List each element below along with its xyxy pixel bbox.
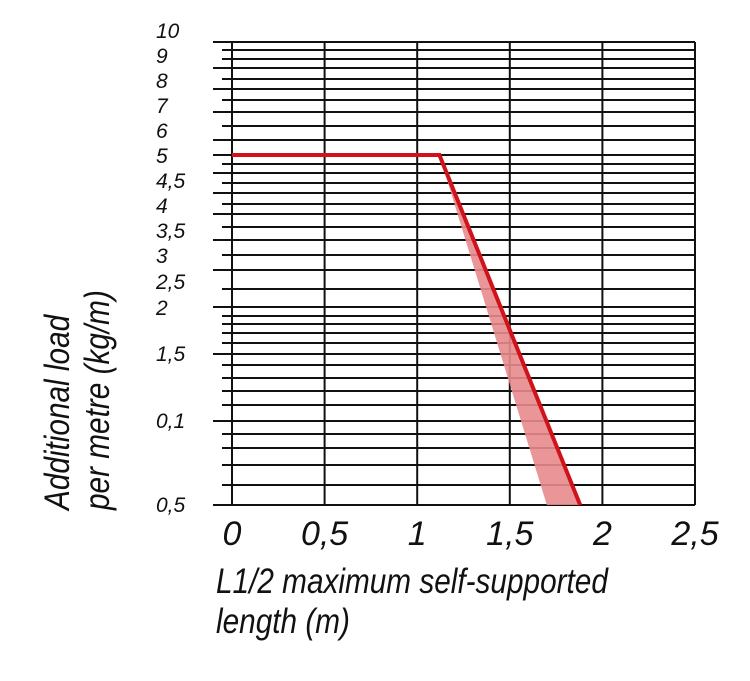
y-tick-label: 7 <box>156 95 169 118</box>
y-tick-label: 1,5 <box>156 343 186 366</box>
x-tick-label: 1 <box>408 515 427 553</box>
x-axis-label-line-1: L1/2 maximum self-supported <box>216 562 608 601</box>
y-tick-label: 2,5 <box>155 271 186 294</box>
series-line-max-load <box>232 153 583 506</box>
x-axis-label-line-2: length (m) <box>216 602 350 641</box>
y-tick-label: 3,5 <box>156 220 186 243</box>
y-axis-label-line-2: per metre (kg/m) <box>78 290 117 510</box>
y-tick-label: 6 <box>156 120 168 143</box>
x-axis-label: L1/2 maximum self-supported length (m) <box>216 562 608 642</box>
y-axis-label-line-1: Additional load <box>38 314 77 510</box>
y-tick-label: 5 <box>156 145 168 168</box>
x-tick-label: 2 <box>592 515 612 553</box>
y-tick-label: 2 <box>155 297 168 320</box>
y-axis-label: Additional load per metre (kg/m) <box>38 290 118 510</box>
y-tick-label: 9 <box>156 45 168 68</box>
x-tick-label: 0,5 <box>301 515 348 553</box>
x-tick-label: 1,5 <box>486 515 533 553</box>
y-tick-label: 4,5 <box>156 170 186 193</box>
y-tick-label: 4 <box>156 195 168 218</box>
y-tick-label: 0,5 <box>156 494 186 517</box>
y-tick-label: 10 <box>156 20 180 43</box>
x-tick-label: 2,5 <box>670 515 718 553</box>
x-tick-label: 0 <box>223 515 242 553</box>
y-tick-label: 3 <box>156 245 168 268</box>
y-tick-label: 8 <box>156 70 168 93</box>
y-tick-label: 0,1 <box>156 410 185 433</box>
